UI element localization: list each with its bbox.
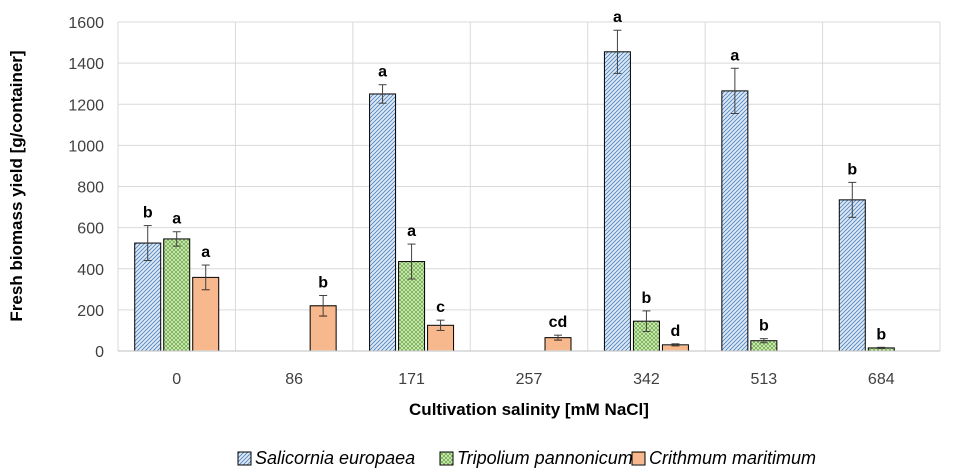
y-tick-label: 1200 <box>68 97 104 114</box>
y-tick-label: 200 <box>77 303 104 320</box>
y-tick-label: 1000 <box>68 138 104 155</box>
y-tick-label: 1600 <box>68 15 104 32</box>
y-tick-label: 400 <box>77 262 104 279</box>
significance-label: b <box>847 161 857 178</box>
x-tick-label: 0 <box>172 371 181 388</box>
significance-label: a <box>201 244 210 261</box>
bar <box>163 238 191 352</box>
y-tick-label: 0 <box>95 344 104 361</box>
bar <box>838 199 866 352</box>
legend-label: Salicornia europaea <box>255 448 415 468</box>
significance-label: b <box>876 326 886 343</box>
significance-label: a <box>407 223 416 240</box>
grid <box>117 21 941 351</box>
significance-label: cd <box>549 314 568 331</box>
x-tick-label: 257 <box>516 371 543 388</box>
significance-label: a <box>172 211 181 228</box>
y-tick-label: 800 <box>77 180 104 197</box>
significance-label: a <box>730 47 739 64</box>
ticks: 0 200 400 600 800 1000 1200 1400 1600 0 86 171 257 34… <box>68 15 894 388</box>
significance-label: b <box>143 205 153 222</box>
bars: b a a b a a c cd a b d a b b b <box>134 9 895 352</box>
significance-label: b <box>759 318 769 335</box>
x-tick-label: 342 <box>633 371 660 388</box>
significance-label: a <box>613 9 622 26</box>
y-tick-label: 1400 <box>68 56 104 73</box>
significance-label: d <box>671 323 681 340</box>
y-tick-label: 600 <box>77 221 104 238</box>
x-axis-title: Cultivation salinity [mM NaCl] <box>409 400 649 419</box>
legend-label: Tripolium pannonicum <box>457 448 633 468</box>
x-tick-label: 513 <box>751 371 778 388</box>
legend-swatch <box>631 451 646 466</box>
significance-label: b <box>642 290 652 307</box>
significance-label: a <box>378 64 387 81</box>
y-axis-title: Fresh biomass yield [g/container] <box>7 50 26 321</box>
legend-swatch <box>439 451 454 466</box>
bar <box>603 51 631 352</box>
bar <box>369 93 397 352</box>
legend: Salicornia europaea Tripolium pannonicum C… <box>237 448 816 468</box>
legend-swatch <box>237 451 252 466</box>
significance-label: c <box>436 299 445 316</box>
x-tick-label: 171 <box>398 371 425 388</box>
x-tick-label: 684 <box>868 371 895 388</box>
bar <box>721 90 749 352</box>
x-tick-label: 86 <box>285 371 303 388</box>
legend-label: Crithmum maritimum <box>649 448 816 468</box>
significance-label: b <box>318 274 328 291</box>
